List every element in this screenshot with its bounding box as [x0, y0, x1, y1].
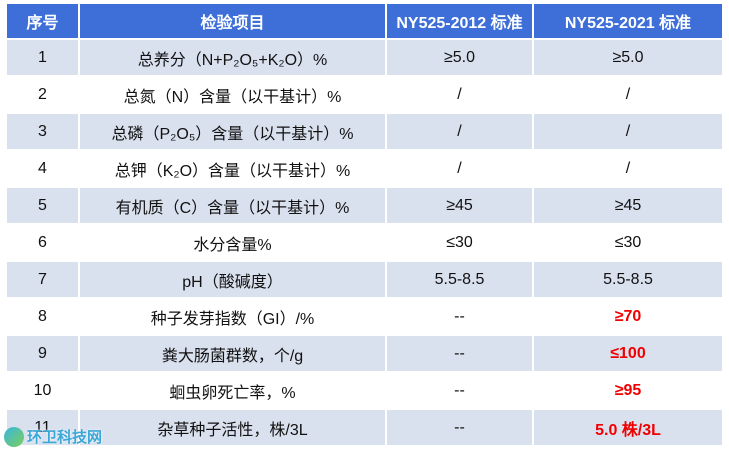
- table-cell: 3: [5, 112, 80, 151]
- header-cell: NY525-2012 标准: [385, 2, 534, 40]
- table-row: 11 杂草种子活性，株/3L -- 5.0 株/3L: [5, 408, 724, 447]
- table-cell: ≤100: [532, 334, 724, 373]
- table-cell: ≥5.0: [532, 38, 724, 77]
- table-row: 8 种子发芽指数（GI）/% -- ≥70: [5, 297, 724, 336]
- table-cell: 2: [5, 75, 80, 114]
- table-row: 7 pH（酸碱度） 5.5-8.5 5.5-8.5: [5, 260, 724, 299]
- table-cell: ≥5.0: [385, 38, 534, 77]
- table-row: 1 总养分（N+P₂O₅+K₂O）% ≥5.0 ≥5.0: [5, 38, 724, 77]
- table-cell: --: [385, 297, 534, 336]
- table-row: 2 总氮（N）含量（以干基计）% / /: [5, 75, 724, 114]
- table-cell: ≥70: [532, 297, 724, 336]
- table-cell: ≥45: [532, 186, 724, 225]
- table-cell: /: [532, 112, 724, 151]
- table-cell: 6: [5, 223, 80, 262]
- table-cell: 5.0 株/3L: [532, 408, 724, 447]
- watermark-text: 环卫科技网: [27, 429, 103, 446]
- table-cell: /: [385, 149, 534, 188]
- table-cell: 种子发芽指数（GI）/%: [78, 297, 387, 336]
- table-cell: 7: [5, 260, 80, 299]
- table-cell: 总氮（N）含量（以干基计）%: [78, 75, 387, 114]
- table-cell: ≤30: [385, 223, 534, 262]
- table-cell: ≥45: [385, 186, 534, 225]
- table-cell: 10: [5, 371, 80, 410]
- table-cell: 蛔虫卵死亡率，%: [78, 371, 387, 410]
- table-cell: ≤30: [532, 223, 724, 262]
- watermark-logo: [4, 426, 24, 447]
- header-row: 序号 检验项目 NY525-2012 标准 NY525-2021 标准: [5, 2, 724, 40]
- table-cell: 总养分（N+P₂O₅+K₂O）%: [78, 38, 387, 77]
- header-cell: 检验项目: [78, 2, 387, 40]
- table-cell: 4: [5, 149, 80, 188]
- table-row: 10 蛔虫卵死亡率，% -- ≥95: [5, 371, 724, 410]
- table-cell: pH（酸碱度）: [78, 260, 387, 299]
- table-row: 3 总磷（P₂O₅）含量（以干基计）% / /: [5, 112, 724, 151]
- table-cell: --: [385, 334, 534, 373]
- table-cell: 8: [5, 297, 80, 336]
- table-cell: 水分含量%: [78, 223, 387, 262]
- table-cell: 粪大肠菌群数，个/g: [78, 334, 387, 373]
- header-cell: 序号: [5, 2, 80, 40]
- table-cell: 1: [5, 38, 80, 77]
- table-row: 4 总钾（K₂O）含量（以干基计）% / /: [5, 149, 724, 188]
- table-cell: 杂草种子活性，株/3L: [78, 408, 387, 447]
- table-cell: 总磷（P₂O₅）含量（以干基计）%: [78, 112, 387, 151]
- table-cell: /: [532, 75, 724, 114]
- table-cell: 9: [5, 334, 80, 373]
- table-cell: 有机质（C）含量（以干基计）%: [78, 186, 387, 225]
- table-cell: ≥95: [532, 371, 724, 410]
- table-cell: /: [532, 149, 724, 188]
- table-cell: 总钾（K₂O）含量（以干基计）%: [78, 149, 387, 188]
- table-cell: --: [385, 371, 534, 410]
- table-cell: /: [385, 75, 534, 114]
- table-cell: /: [385, 112, 534, 151]
- table-row: 5 有机质（C）含量（以干基计）% ≥45 ≥45: [5, 186, 724, 225]
- watermark: 环卫科技网: [4, 426, 102, 447]
- header-cell: NY525-2021 标准: [532, 2, 724, 40]
- table-row: 9 粪大肠菌群数，个/g -- ≤100: [5, 334, 724, 373]
- standards-table: 序号 检验项目 NY525-2012 标准 NY525-2021 标准 1 总养分（N+…: [5, 2, 724, 447]
- table-cell: 5.5-8.5: [385, 260, 534, 299]
- table-cell: 5.5-8.5: [532, 260, 724, 299]
- table-body: 1 总养分（N+P₂O₅+K₂O）% ≥5.0 ≥5.0 2 总氮（N）含量（以干基计）%…: [5, 38, 724, 447]
- table-cell: 5: [5, 186, 80, 225]
- table-row: 6 水分含量% ≤30 ≤30: [5, 223, 724, 262]
- table-cell: --: [385, 408, 534, 447]
